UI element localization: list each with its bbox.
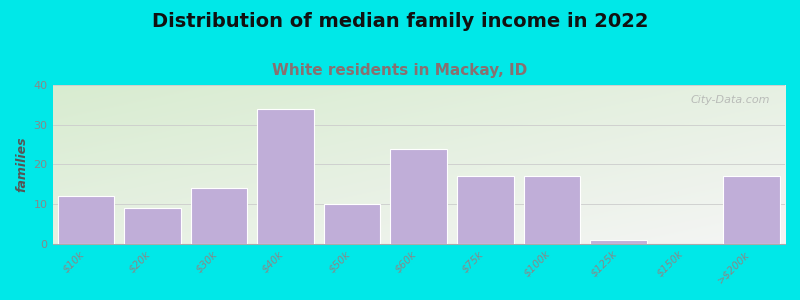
Bar [124, 208, 181, 244]
Bar [324, 204, 381, 244]
Text: Distribution of median family income in 2022: Distribution of median family income in … [152, 12, 648, 31]
Text: White residents in Mackay, ID: White residents in Mackay, ID [272, 63, 528, 78]
Bar [58, 196, 114, 244]
Bar [457, 176, 514, 244]
Text: City-Data.com: City-Data.com [691, 94, 770, 104]
Bar [590, 240, 647, 244]
Bar [524, 176, 580, 244]
Bar [258, 109, 314, 244]
Bar [190, 188, 247, 244]
Bar [723, 176, 780, 244]
Y-axis label: families: families [15, 136, 28, 192]
Bar [390, 148, 447, 244]
